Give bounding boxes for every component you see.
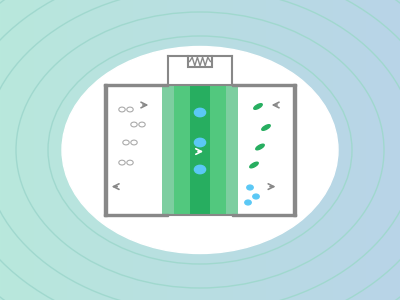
Ellipse shape xyxy=(250,162,258,168)
Bar xyxy=(162,84,174,216)
Bar xyxy=(104,84,107,216)
Bar xyxy=(210,84,226,216)
Circle shape xyxy=(247,185,253,190)
Ellipse shape xyxy=(254,104,262,109)
Circle shape xyxy=(194,108,206,117)
Bar xyxy=(232,84,296,86)
Circle shape xyxy=(155,121,161,125)
Circle shape xyxy=(245,200,251,205)
Ellipse shape xyxy=(256,144,264,150)
Circle shape xyxy=(153,100,159,104)
Circle shape xyxy=(194,138,206,147)
Bar xyxy=(104,84,168,86)
Bar xyxy=(104,214,168,216)
Circle shape xyxy=(62,46,338,253)
Circle shape xyxy=(253,194,259,199)
Circle shape xyxy=(153,167,159,172)
Circle shape xyxy=(155,190,161,194)
Bar xyxy=(190,84,210,216)
Bar xyxy=(188,56,212,67)
Bar xyxy=(226,84,238,216)
Circle shape xyxy=(151,145,157,149)
Circle shape xyxy=(194,165,206,174)
Ellipse shape xyxy=(262,125,270,130)
Bar xyxy=(293,84,296,216)
Bar xyxy=(232,214,296,216)
Bar xyxy=(174,84,190,216)
